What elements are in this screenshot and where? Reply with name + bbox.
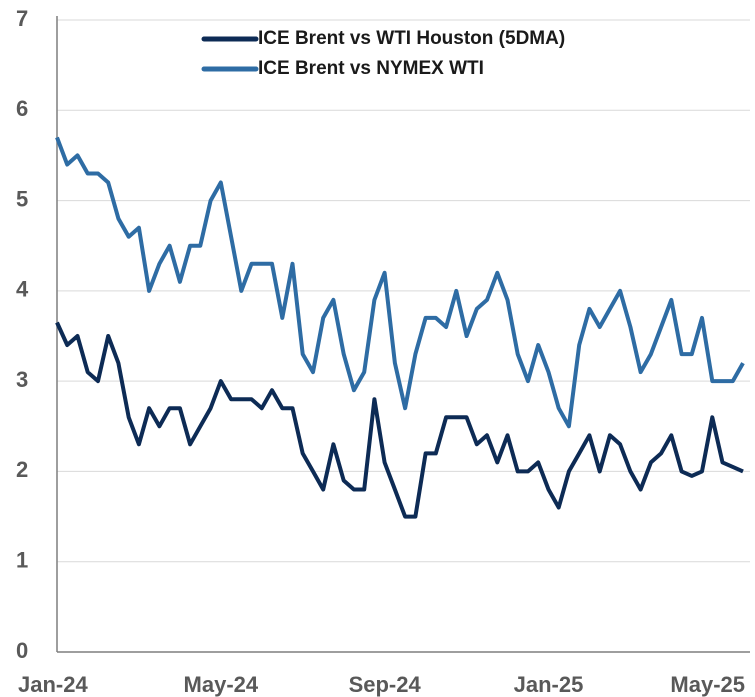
y-tick-label: 6 <box>16 96 28 121</box>
y-tick-label: 2 <box>16 457 28 482</box>
y-tick-label: 3 <box>16 367 28 392</box>
line-series <box>55 321 744 519</box>
line-series <box>55 136 745 429</box>
x-tick-label: Sep-24 <box>349 672 422 697</box>
x-tick-label: Jan-24 <box>18 672 88 697</box>
x-tick-label: May-25 <box>670 672 745 697</box>
y-tick-label: 1 <box>16 548 28 573</box>
x-tick-label: May-24 <box>184 672 259 697</box>
x-tick-label: Jan-25 <box>514 672 584 697</box>
y-tick-label: 4 <box>16 277 29 302</box>
y-tick-label: 0 <box>16 638 28 663</box>
legend-label: ICE Brent vs WTI Houston (5DMA) <box>258 28 565 49</box>
y-tick-label: 7 <box>16 6 28 31</box>
y-tick-label: 5 <box>16 186 28 211</box>
legend-label: ICE Brent vs NYMEX WTI <box>258 58 484 79</box>
